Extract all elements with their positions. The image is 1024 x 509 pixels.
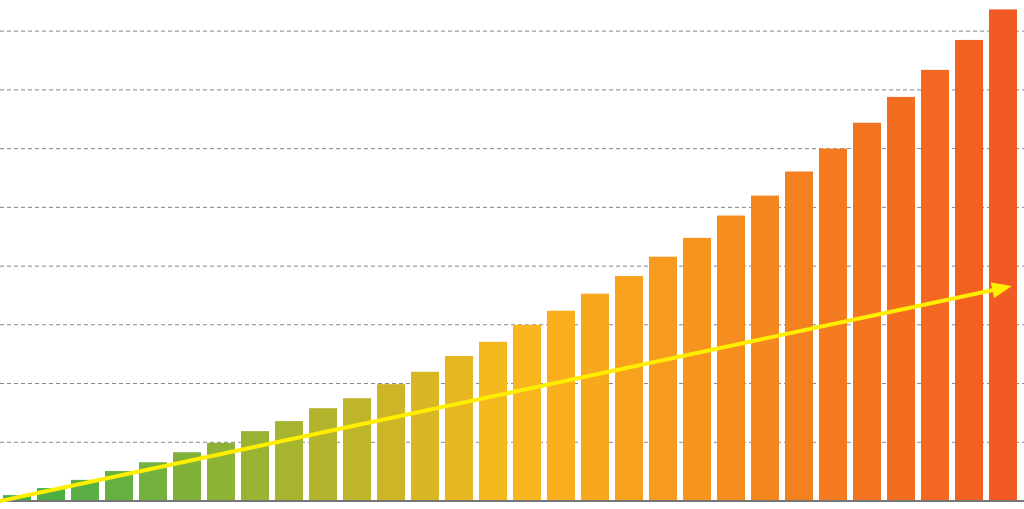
bar <box>785 171 813 501</box>
bar <box>343 398 371 501</box>
bar <box>241 431 269 501</box>
bar <box>853 122 881 501</box>
bar <box>683 237 711 501</box>
bar <box>547 310 575 501</box>
trend-line <box>0 287 997 503</box>
bar <box>377 384 405 501</box>
bar <box>615 276 643 501</box>
trend-arrowhead <box>990 282 1012 299</box>
bar <box>751 195 779 502</box>
bar <box>921 69 949 502</box>
bar <box>989 9 1017 501</box>
bar <box>887 96 915 502</box>
bar <box>445 355 473 501</box>
bar <box>649 256 677 501</box>
bar <box>955 39 983 502</box>
bar <box>513 324 541 501</box>
bar <box>717 215 745 501</box>
bar <box>479 341 507 501</box>
bar <box>581 293 609 501</box>
bar <box>411 371 439 501</box>
bar <box>275 421 303 501</box>
bar <box>309 408 337 501</box>
